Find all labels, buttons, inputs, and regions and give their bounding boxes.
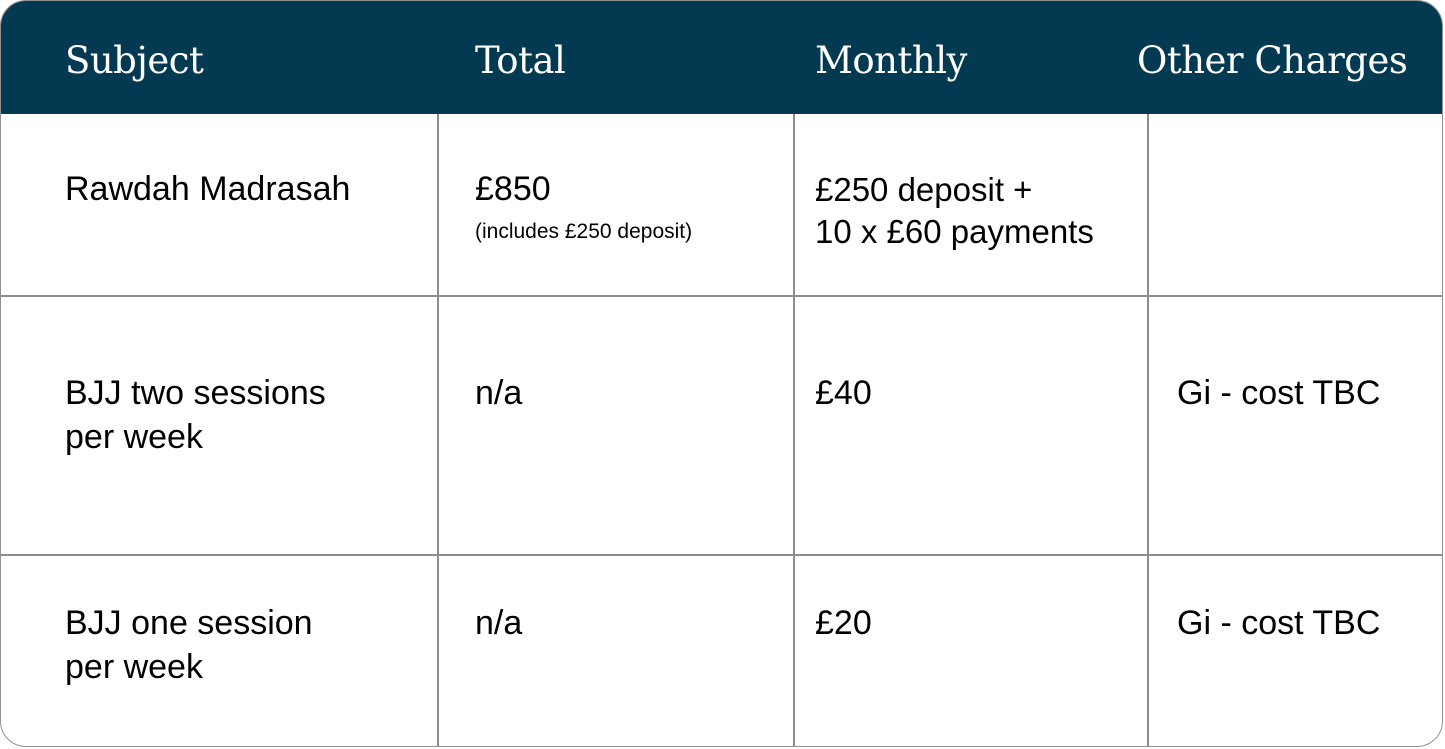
row1-monthly-line2: 10 x £60 payments [815, 213, 1094, 250]
row2-total: n/a [475, 374, 523, 412]
header-monthly: Monthly [815, 39, 967, 82]
row3-total: n/a [475, 604, 523, 642]
row2-subject-line2: per week [65, 418, 203, 456]
row2-subject-line1: BJJ two sessions [65, 374, 326, 412]
row-divider [1, 554, 1442, 556]
row1-monthly-line1: £250 deposit + [815, 171, 1033, 208]
row3-monthly: £20 [815, 604, 872, 642]
row-divider [1, 295, 1442, 297]
header-subject: Subject [65, 39, 204, 82]
row2-monthly: £40 [815, 374, 872, 412]
column-divider [1147, 114, 1149, 746]
row3-subject-line2: per week [65, 648, 203, 686]
row1-total: £850 [475, 170, 551, 208]
header-total: Total [475, 39, 566, 82]
table-header-row: Subject Total Monthly Other Charges [1, 1, 1442, 114]
column-divider [437, 114, 439, 746]
column-divider [793, 114, 795, 746]
row1-total-note: (includes £250 deposit) [475, 220, 693, 243]
row2-other-charges: Gi - cost TBC [1177, 374, 1381, 412]
row3-subject-line1: BJJ one session [65, 604, 313, 642]
row3-other-charges: Gi - cost TBC [1177, 604, 1381, 642]
row1-subject: Rawdah Madrasah [65, 170, 351, 208]
header-other-charges: Other Charges [1137, 39, 1408, 82]
